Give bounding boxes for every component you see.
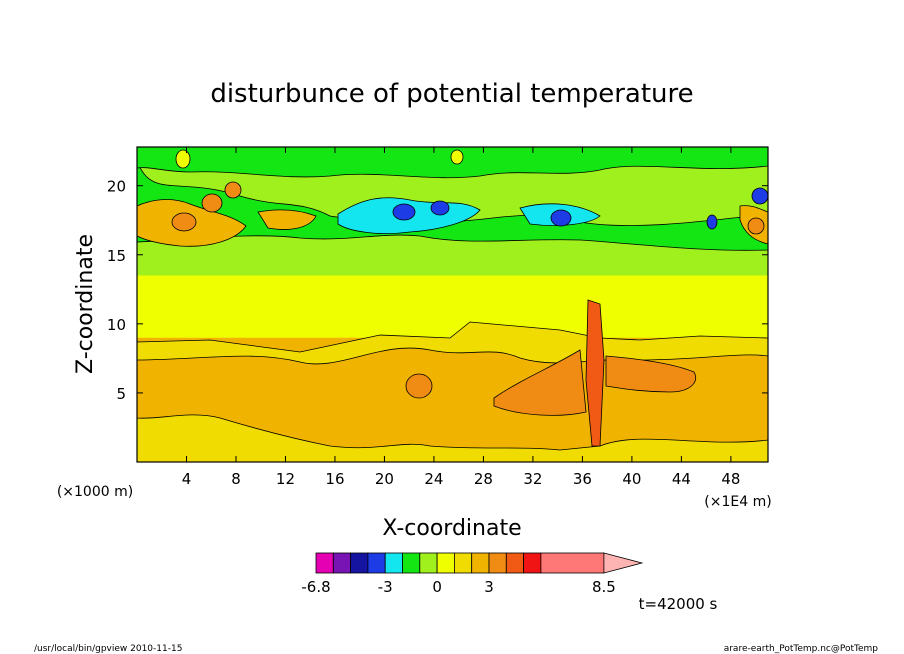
colorbar-segment	[419, 552, 438, 574]
x-tick-label: 28	[474, 470, 493, 488]
contour-region	[550, 209, 572, 227]
x-tick-label: 12	[276, 470, 295, 488]
contour-region	[392, 203, 416, 221]
contour-region	[751, 187, 768, 205]
y-axis-unit: (×1000 m)	[57, 484, 133, 500]
colorbar-segment	[523, 552, 542, 574]
x-tick-label: 36	[573, 470, 592, 488]
contour-region	[430, 200, 450, 216]
colorbar-label: 0	[432, 578, 442, 596]
colorbar-segment	[315, 552, 334, 574]
colorbar-segment	[471, 552, 490, 574]
x-tick-label: 48	[721, 470, 740, 488]
chart-title: disturbunce of potential temperature	[210, 79, 693, 109]
y-tick-label: 10	[107, 316, 126, 334]
contour-region	[706, 214, 718, 230]
footer-left: /usr/local/bin/gpview 2010-11-15	[34, 644, 182, 654]
plot-frame	[136, 146, 769, 463]
colorbar-segment	[332, 552, 351, 574]
colorbar-segment	[540, 552, 605, 574]
contour-region	[224, 181, 242, 199]
y-axis: 5 10 15 20	[107, 178, 768, 403]
colorbar-label: 8.5	[592, 578, 616, 596]
time-label: t=42000 s	[639, 595, 718, 613]
colorbar-segment	[436, 552, 455, 574]
contour-region	[257, 209, 317, 230]
contour-region	[201, 193, 223, 213]
contour-region	[450, 149, 464, 165]
x-axis-unit: (×1E4 m)	[704, 494, 771, 510]
contour-region	[747, 217, 765, 235]
x-tick-label: 24	[424, 470, 443, 488]
colorbar-segment	[453, 552, 473, 574]
contour-fields	[137, 147, 768, 462]
x-tick-label: 44	[672, 470, 691, 488]
colorbar-label: -6.8	[301, 578, 330, 596]
colorbar: -6.8 -3 0 3 8.5	[301, 552, 644, 596]
x-tick-label: 4	[182, 470, 192, 488]
x-axis: 4 8 12 16 20 24 28 32 36 40 44 48	[182, 147, 740, 488]
x-tick-label: 40	[622, 470, 641, 488]
contour-region	[605, 355, 696, 393]
contour-region	[585, 299, 605, 447]
colorbar-segment	[488, 552, 507, 574]
contour-region	[137, 147, 768, 179]
contour-region	[175, 149, 191, 169]
x-tick-label: 16	[325, 470, 344, 488]
x-tick-label: 32	[523, 470, 542, 488]
colorbar-segment	[350, 552, 369, 574]
y-tick-label: 15	[107, 247, 126, 265]
colorbar-extend-arrow	[603, 552, 644, 574]
colorbar-label: -3	[378, 578, 393, 596]
y-tick-label: 20	[107, 178, 126, 196]
colorbar-label: 3	[484, 578, 494, 596]
x-tick-label: 20	[375, 470, 394, 488]
footer-right: arare-earth_PotTemp.nc@PotTemp	[724, 644, 879, 654]
colorbar-segment	[402, 552, 421, 574]
plot-area	[137, 147, 768, 462]
contour-region	[405, 373, 433, 399]
y-tick-label: 5	[116, 385, 126, 403]
contour-region	[493, 349, 587, 416]
colorbar-segment	[505, 552, 524, 574]
y-axis-label: Z-coordinate	[73, 234, 98, 374]
x-tick-label: 8	[231, 470, 241, 488]
x-axis-label: X-coordinate	[382, 516, 521, 541]
colorbar-segment	[367, 552, 386, 574]
contour-region	[171, 212, 197, 232]
colorbar-segment	[384, 552, 403, 574]
contour-band	[137, 275, 768, 338]
